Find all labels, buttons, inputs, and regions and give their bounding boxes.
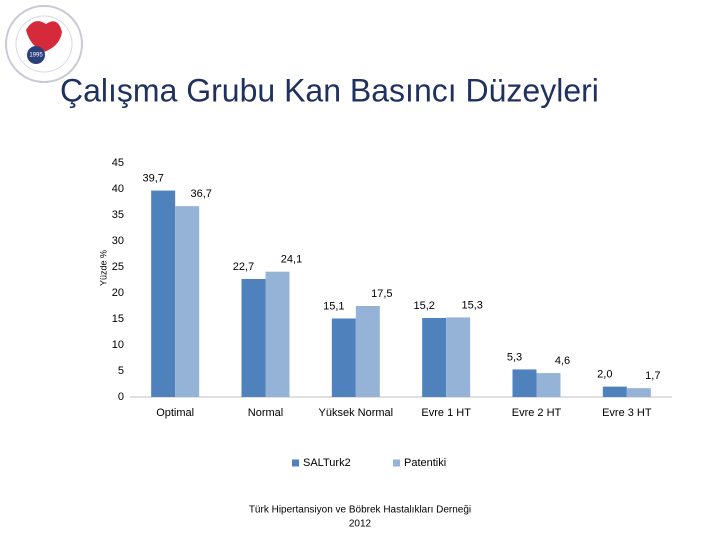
value-label: 5,3: [507, 351, 522, 363]
value-label: 15,3: [461, 299, 482, 311]
chart-title: Çalışma Grubu Kan Basıncı Düzeyleri: [60, 72, 599, 108]
bar: [265, 271, 290, 397]
y-tick-label: 35: [112, 209, 124, 221]
value-label: 15,1: [323, 300, 344, 312]
bar: [536, 373, 561, 397]
y-tick-label: 15: [112, 313, 124, 325]
legend-swatch: [292, 459, 299, 467]
logo: 1995: [5, 5, 83, 83]
y-tick-label: 30: [112, 235, 124, 247]
logo-year: 1995: [29, 53, 43, 59]
bar: [602, 386, 627, 397]
legend-swatch: [393, 459, 400, 467]
x-tick-label: Normal: [248, 407, 283, 419]
value-label: 36,7: [190, 188, 211, 200]
bar: [422, 317, 447, 397]
x-tick-label: Evre 2 HT: [512, 407, 562, 419]
footer: Türk Hipertansiyon ve Böbrek Hastalıklar…: [249, 505, 471, 516]
value-label: 39,7: [142, 172, 163, 184]
bar: [512, 369, 537, 397]
bar: [241, 278, 266, 397]
y-axis-label: Yüzde %: [98, 250, 108, 286]
value-label: 4,6: [555, 355, 570, 367]
y-tick-label: 0: [118, 391, 124, 403]
legend-label: Patentiki: [404, 457, 446, 469]
footer: 2012: [349, 519, 372, 530]
bar: [626, 388, 651, 397]
x-tick-label: Evre 3 HT: [602, 407, 652, 419]
bar: [151, 190, 176, 397]
bar: [446, 317, 471, 397]
value-label: 2,0: [597, 369, 612, 381]
y-tick-label: 10: [112, 339, 124, 351]
y-tick-label: 45: [112, 157, 124, 169]
y-tick-label: 5: [118, 365, 124, 377]
legend-label: SALTurk2: [303, 457, 351, 469]
bar: [331, 318, 356, 397]
x-tick-label: Evre 1 HT: [421, 407, 471, 419]
value-label: 24,1: [281, 254, 302, 266]
value-label: 17,5: [371, 288, 392, 300]
value-label: 22,7: [233, 261, 254, 273]
y-tick-label: 40: [112, 183, 124, 195]
bar: [175, 206, 200, 397]
value-label: 15,2: [413, 300, 434, 312]
x-tick-label: Optimal: [156, 407, 194, 419]
y-tick-label: 25: [112, 261, 124, 273]
value-label: 1,7: [645, 370, 660, 382]
y-tick-label: 20: [112, 287, 124, 299]
bar: [355, 306, 380, 397]
x-tick-label: Yüksek Normal: [319, 407, 394, 419]
